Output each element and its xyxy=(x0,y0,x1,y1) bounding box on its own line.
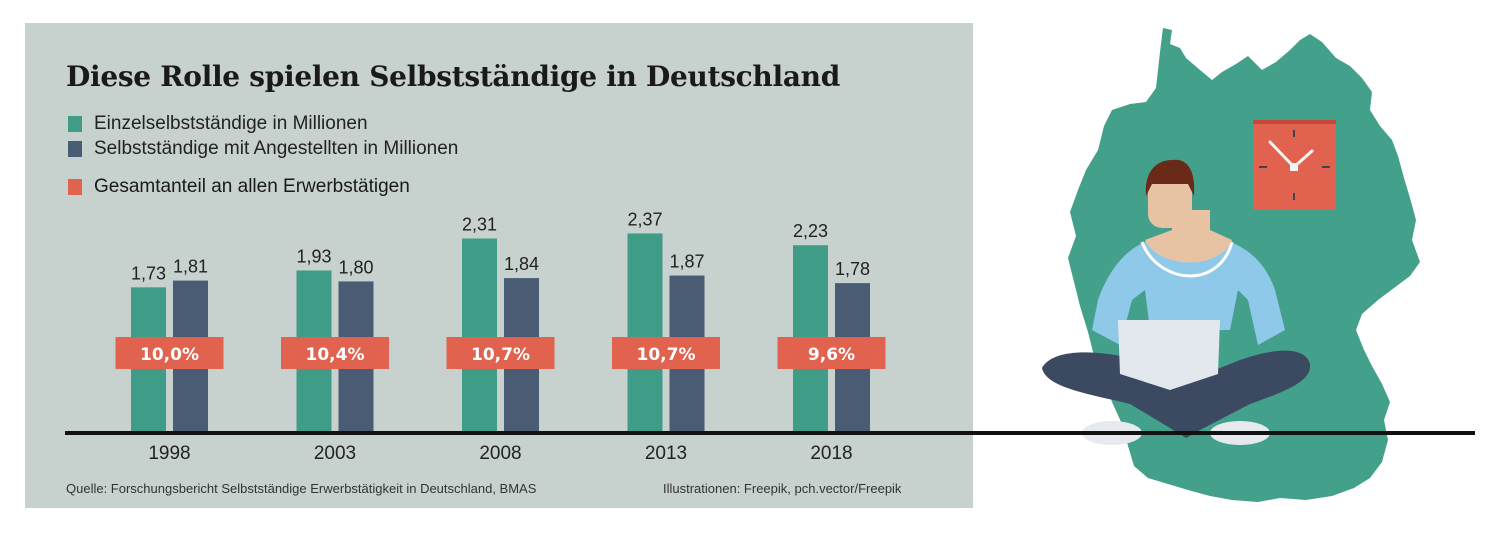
legend-item-gesamtanteil: Gesamtanteil an allen Erwerbstätigen xyxy=(68,176,410,197)
value-label-angestellte-1998: 1,81 xyxy=(173,257,208,277)
share-badge-2003 xyxy=(281,337,389,369)
share-label-1998: 10,0% xyxy=(140,345,199,365)
legend-item-angestellte: Selbstständige mit Angestellten in Milli… xyxy=(68,138,459,159)
share-label-2018: 9,6% xyxy=(808,345,855,365)
legend-swatch-angestellte xyxy=(68,141,82,157)
x-tick-label-2013: 2013 xyxy=(645,443,687,464)
person-with-laptop-icon xyxy=(1042,159,1311,445)
legend-swatch-gesamtanteil xyxy=(68,179,82,195)
share-badge-1998 xyxy=(115,337,224,369)
wall-clock-icon xyxy=(1253,120,1336,210)
share-label-2003: 10,4% xyxy=(306,345,365,365)
x-tick-label-2008: 2008 xyxy=(479,443,521,464)
legend-label-einzel: Einzelselbstständige in Millionen xyxy=(94,113,368,134)
share-label-2008: 10,7% xyxy=(471,345,530,365)
value-label-angestellte-2018: 1,78 xyxy=(835,259,870,279)
bar-einzel-2008 xyxy=(462,238,497,433)
value-label-einzel-2018: 2,23 xyxy=(793,221,828,241)
legend-item-einzel: Einzelselbstständige in Millionen xyxy=(68,113,368,134)
share-badge-2013 xyxy=(612,337,720,369)
x-tick-label-2003: 2003 xyxy=(314,443,356,464)
x-tick-label-2018: 2018 xyxy=(810,443,852,464)
value-label-einzel-1998: 1,73 xyxy=(131,263,166,283)
source-note: Quelle: Forschungsbericht Selbstständige… xyxy=(66,481,537,496)
value-label-einzel-2013: 2,37 xyxy=(627,209,662,229)
illustration-credits: Illustrationen: Freepik, pch.vector/Free… xyxy=(663,481,902,496)
value-label-einzel-2003: 1,93 xyxy=(296,246,331,266)
legend-label-angestellte: Selbstständige mit Angestellten in Milli… xyxy=(94,138,459,159)
share-badge-2018 xyxy=(777,337,886,369)
x-tick-label-1998: 1998 xyxy=(148,443,190,464)
value-label-angestellte-2003: 1,80 xyxy=(338,257,373,277)
value-label-angestellte-2013: 1,87 xyxy=(669,252,704,272)
legend-label-gesamtanteil: Gesamtanteil an allen Erwerbstätigen xyxy=(94,176,410,197)
bar-einzel-2013 xyxy=(627,233,663,433)
value-label-einzel-2008: 2,31 xyxy=(462,214,497,234)
share-badge-2008 xyxy=(446,337,555,369)
chart-title: Diese Rolle spielen Selbstständige in De… xyxy=(66,60,841,93)
legend-swatch-einzel xyxy=(68,116,82,132)
value-label-angestellte-2008: 1,84 xyxy=(504,254,539,274)
share-label-2013: 10,7% xyxy=(637,345,696,365)
